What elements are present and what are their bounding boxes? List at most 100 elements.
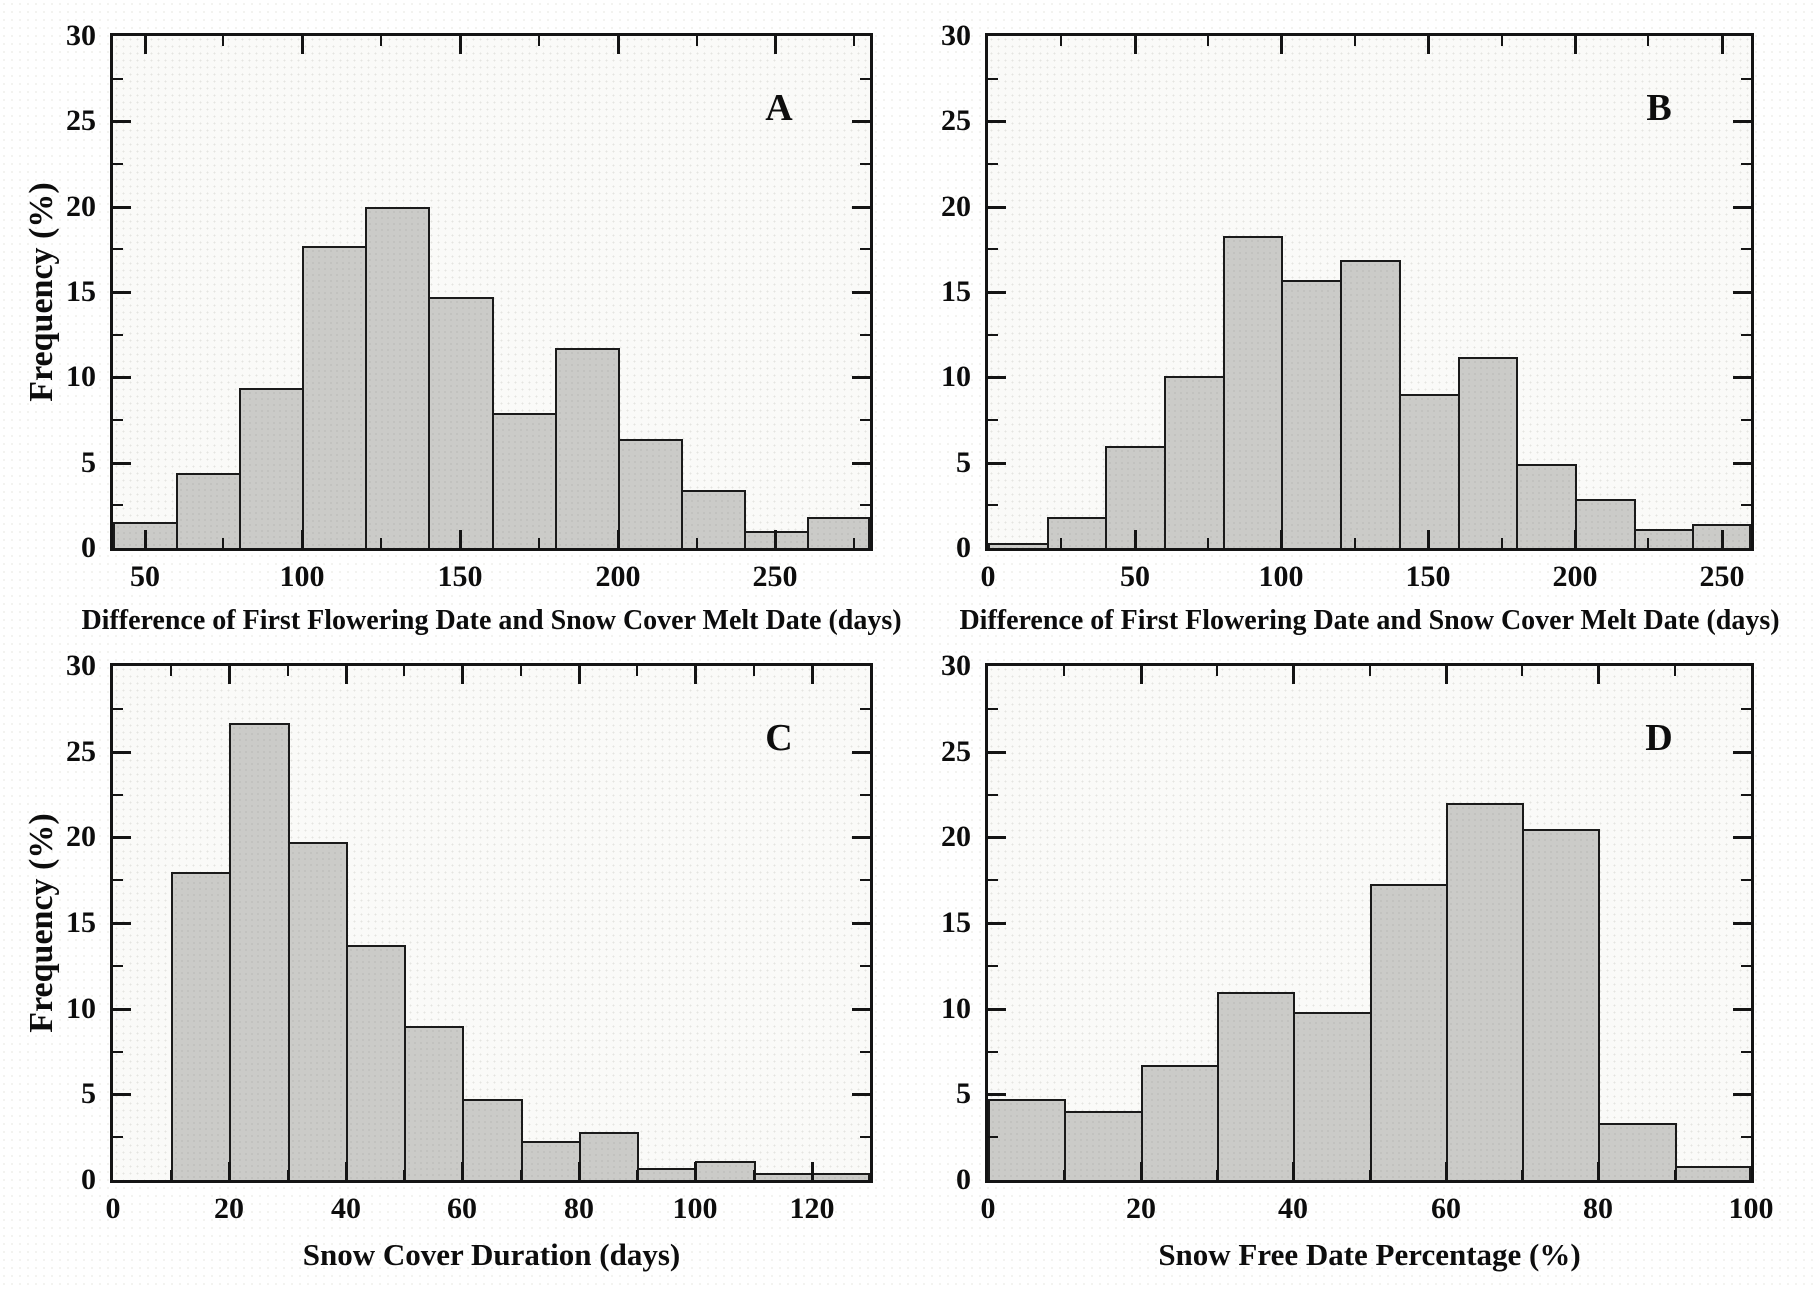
y-tick-label: 20: [66, 820, 96, 853]
x-minor-tick: [1521, 1170, 1523, 1180]
x-major-tick: [1140, 1162, 1143, 1180]
histogram-bar: [1446, 803, 1524, 1180]
x-tick-label: 120: [789, 1192, 835, 1225]
histogram-bar: [1047, 517, 1107, 548]
histogram-bar: [695, 1161, 756, 1180]
x-major-tick: [811, 666, 814, 684]
x-tick-label: 0: [980, 560, 996, 593]
x-major-tick: [1134, 530, 1137, 548]
y-major-tick: [113, 120, 131, 123]
x-tick-label: 100: [1728, 1192, 1774, 1225]
plot-area-b: [985, 33, 1754, 551]
y-minor-tick: [988, 334, 998, 336]
x-tick-label: 60: [1431, 1192, 1461, 1225]
x-minor-tick: [538, 538, 540, 548]
y-minor-tick: [113, 794, 123, 796]
y-major-tick: [988, 120, 1006, 123]
histogram-bar: [807, 517, 870, 548]
plot-area-a: [110, 33, 873, 551]
histogram-bar: [1141, 1065, 1219, 1180]
x-tick-label: 150: [437, 560, 483, 593]
x-tick-label: 200: [595, 560, 641, 593]
y-minor-tick: [113, 248, 123, 250]
y-major-tick: [852, 751, 870, 754]
y-major-tick: [113, 376, 131, 379]
histogram-bar: [1223, 236, 1283, 548]
y-tick-label: 25: [66, 735, 96, 768]
y-tick-label: 30: [66, 649, 96, 682]
x-major-tick: [1280, 530, 1283, 548]
x-minor-tick: [1521, 666, 1523, 676]
x-minor-tick: [1354, 538, 1356, 548]
histogram-bar: [1634, 529, 1694, 548]
y-minor-tick: [113, 504, 123, 506]
histogram-bar: [1522, 829, 1600, 1180]
histogram-bar: [239, 388, 304, 548]
histogram-bar: [229, 723, 290, 1180]
x-minor-tick: [222, 538, 224, 548]
x-major-tick: [617, 36, 620, 54]
y-major-tick: [988, 1008, 1006, 1011]
y-major-tick: [1733, 462, 1751, 465]
y-minor-tick: [1741, 879, 1751, 881]
y-major-tick: [852, 206, 870, 209]
x-major-tick: [1140, 666, 1143, 684]
x-major-tick: [1134, 36, 1137, 54]
x-tick-label: 150: [1405, 560, 1451, 593]
histogram-bar: [365, 207, 430, 548]
y-minor-tick: [1741, 965, 1751, 967]
x-tick-label: 20: [214, 1192, 244, 1225]
x-major-tick: [1574, 36, 1577, 54]
x-minor-tick: [380, 538, 382, 548]
y-tick-label: 5: [956, 1077, 971, 1110]
x-major-tick: [459, 530, 462, 548]
x-major-tick: [694, 1162, 697, 1180]
x-tick-label: 100: [279, 560, 325, 593]
y-major-tick: [852, 836, 870, 839]
x-major-tick: [774, 530, 777, 548]
y-minor-tick: [113, 879, 123, 881]
x-minor-tick: [1060, 36, 1062, 46]
x-axis-title: Difference of First Flowering Date and S…: [959, 605, 1780, 636]
x-minor-tick: [1207, 36, 1209, 46]
histogram-bar: [462, 1099, 523, 1180]
y-tick-label: 10: [66, 992, 96, 1025]
y-minor-tick: [860, 1051, 870, 1053]
y-tick-label: 25: [941, 735, 971, 768]
histogram-bar: [681, 490, 746, 548]
x-major-tick: [1427, 530, 1430, 548]
y-major-tick: [852, 120, 870, 123]
y-minor-tick: [113, 419, 123, 421]
x-tick-label: 40: [1278, 1192, 1308, 1225]
histogram-bar: [521, 1141, 581, 1180]
x-minor-tick: [636, 1170, 638, 1180]
y-major-tick: [988, 922, 1006, 925]
y-major-tick: [113, 836, 131, 839]
y-minor-tick: [988, 708, 998, 710]
y-minor-tick: [860, 965, 870, 967]
histogram-bar: [428, 297, 494, 548]
x-major-tick: [1721, 36, 1724, 54]
x-minor-tick: [287, 666, 289, 676]
y-tick-label: 30: [941, 649, 971, 682]
histogram-bar: [1458, 357, 1518, 548]
y-minor-tick: [860, 248, 870, 250]
x-minor-tick: [520, 666, 522, 676]
x-major-tick: [1445, 666, 1448, 684]
x-minor-tick: [170, 666, 172, 676]
x-major-tick: [578, 666, 581, 684]
y-tick-label: 0: [81, 1163, 96, 1196]
y-tick-label: 15: [66, 275, 96, 308]
y-major-tick: [113, 462, 131, 465]
panel-letter-a: A: [765, 87, 793, 129]
x-major-tick: [301, 530, 304, 548]
histogram-bar: [492, 413, 557, 548]
x-minor-tick: [1207, 538, 1209, 548]
y-minor-tick: [113, 334, 123, 336]
x-minor-tick: [1647, 36, 1649, 46]
y-minor-tick: [1741, 163, 1751, 165]
x-tick-label: 40: [331, 1192, 361, 1225]
plot-area-c: [110, 663, 873, 1183]
y-major-tick: [988, 291, 1006, 294]
